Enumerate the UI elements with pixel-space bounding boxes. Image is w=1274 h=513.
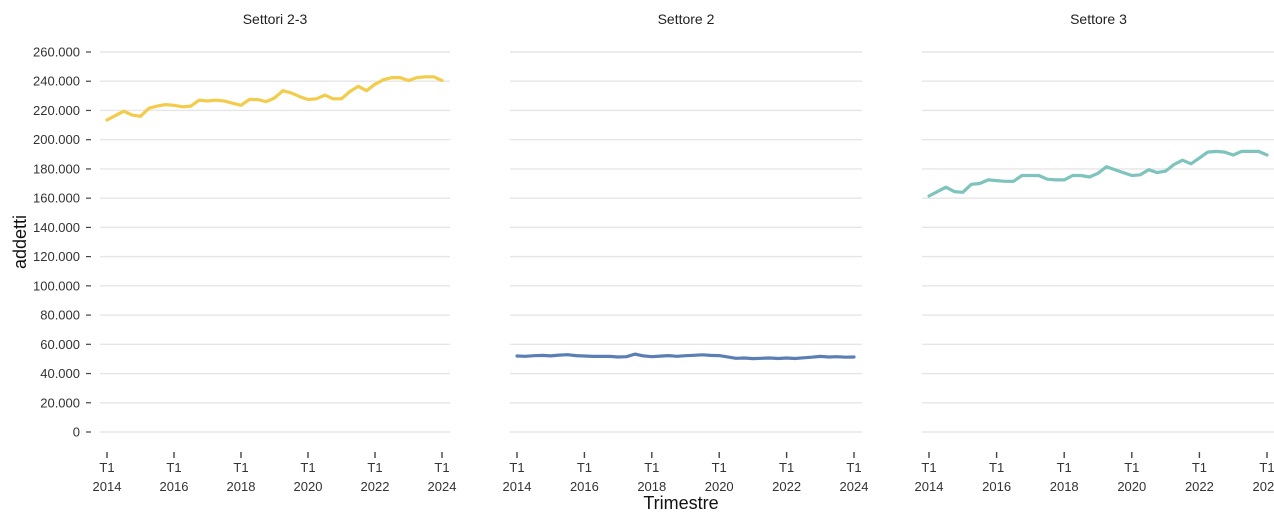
x-tick-quarter: T1 — [921, 460, 936, 475]
x-tick-quarter: T1 — [779, 460, 794, 475]
x-tick-year: 2018 — [227, 479, 256, 494]
y-tick-label: 220.000 — [33, 103, 80, 118]
series-line — [927, 149, 1269, 198]
x-tick-quarter: T1 — [367, 460, 382, 475]
x-tick-year: 2020 — [705, 479, 734, 494]
y-tick-label: 140.000 — [33, 220, 80, 235]
x-tick-quarter: T1 — [166, 460, 181, 475]
x-tick-year: 2022 — [772, 479, 801, 494]
x-tick-quarter: T1 — [1124, 460, 1139, 475]
y-tick-label: 240.000 — [33, 74, 80, 89]
x-tick-year: 2024 — [428, 479, 457, 494]
x-tick-quarter: T1 — [577, 460, 592, 475]
x-tick-quarter: T1 — [233, 460, 248, 475]
x-tick-quarter: T1 — [846, 460, 861, 475]
y-tick-label: 100.000 — [33, 278, 80, 293]
x-tick-quarter: T1 — [509, 460, 524, 475]
y-tick-label: 260.000 — [33, 45, 80, 60]
y-tick-label: 120.000 — [33, 249, 80, 264]
y-tick-label: 160.000 — [33, 191, 80, 206]
x-tick-quarter: T1 — [712, 460, 727, 475]
y-axis-title: addetti — [10, 215, 30, 269]
x-tick-quarter: T1 — [434, 460, 449, 475]
y-tick-label: 60.000 — [40, 337, 80, 352]
y-tick-label: 180.000 — [33, 161, 80, 176]
y-tick-label: 200.000 — [33, 132, 80, 147]
x-tick-year: 2024 — [1253, 479, 1274, 494]
x-tick-year: 2018 — [1050, 479, 1079, 494]
y-tick-label: 40.000 — [40, 366, 80, 381]
series-line — [105, 75, 444, 122]
x-tick-year: 2024 — [840, 479, 869, 494]
x-tick-quarter: T1 — [1057, 460, 1072, 475]
x-tick-quarter: T1 — [300, 460, 315, 475]
x-tick-quarter: T1 — [99, 460, 114, 475]
y-tick-label: 80.000 — [40, 308, 80, 323]
panel-title: Settore 3 — [1070, 11, 1127, 27]
x-tick-year: 2016 — [160, 479, 189, 494]
series-line — [515, 352, 856, 361]
y-tick-label: 0 — [73, 425, 80, 440]
x-tick-year: 2016 — [570, 479, 599, 494]
x-tick-year: 2022 — [361, 479, 390, 494]
x-tick-quarter: T1 — [989, 460, 1004, 475]
x-tick-year: 2020 — [294, 479, 323, 494]
x-tick-year: 2014 — [93, 479, 122, 494]
x-tick-year: 2016 — [982, 479, 1011, 494]
panel-title: Settori 2-3 — [243, 11, 308, 27]
x-tick-year: 2014 — [915, 479, 944, 494]
panel-title: Settore 2 — [658, 11, 715, 27]
y-tick-label: 20.000 — [40, 395, 80, 410]
x-tick-quarter: T1 — [1192, 460, 1207, 475]
x-tick-year: 2018 — [637, 479, 666, 494]
x-tick-year: 2022 — [1185, 479, 1214, 494]
x-tick-quarter: T1 — [644, 460, 659, 475]
x-tick-quarter: T1 — [1259, 460, 1274, 475]
x-axis-title: Trimestre — [643, 493, 718, 513]
x-tick-year: 2020 — [1117, 479, 1146, 494]
x-tick-year: 2014 — [503, 479, 532, 494]
